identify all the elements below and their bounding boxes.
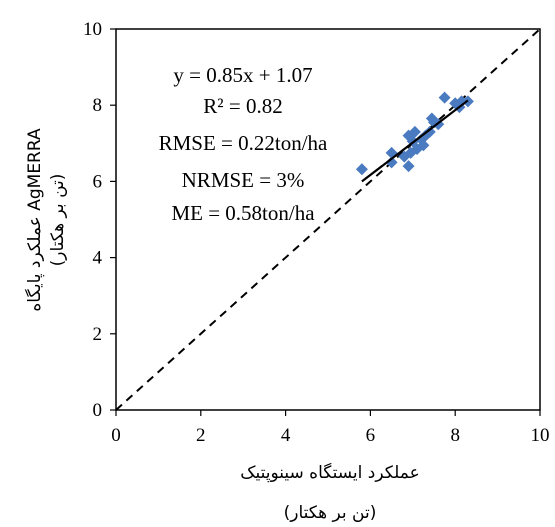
data-point [408,125,421,138]
x-tick-label: 6 [366,425,376,446]
data-point [355,163,368,176]
y-tick-label: 6 [93,171,103,192]
data-point [417,139,430,152]
reference-line-1-1 [115,28,541,411]
rmse-label: RMSE = 0.22ton/ha [159,131,328,155]
x-tick-label: 4 [281,425,291,446]
y-axis-label: عملکرد پایگاه AgMERRA [24,128,45,312]
y-axis-unit-label: (تن بر هکتار) [48,174,68,267]
x-tick-label: 2 [196,425,206,446]
x-tick-label: 8 [450,425,460,446]
equation-label: y = 0.85x + 1.07 [173,63,312,87]
r-squared-label: R² = 0.82 [203,94,282,118]
y-tick-label: 8 [93,95,103,116]
plot-frame [115,28,541,411]
nrmse-label: NRMSE = 3% [182,168,305,192]
data-point [385,146,398,159]
y-tick-label: 0 [93,400,103,421]
x-axis-unit-label: (تن بر هکتار) [284,503,377,523]
data-point [385,156,398,169]
y-tick-label: 2 [93,324,103,345]
data-point [425,112,438,125]
x-tick-label: 0 [111,425,121,446]
trendline [361,99,469,183]
data-point [455,95,468,108]
data-point [402,160,415,173]
x-tick-label: 10 [531,425,550,446]
y-tick-label: 4 [93,248,103,269]
data-point [423,125,436,138]
x-axis-label: عملکرد ایستگاه سینوپتیک [240,462,419,483]
me-label: ME = 0.58ton/ha [171,201,315,225]
data-point [438,91,451,104]
y-tick-label: 10 [83,19,102,40]
